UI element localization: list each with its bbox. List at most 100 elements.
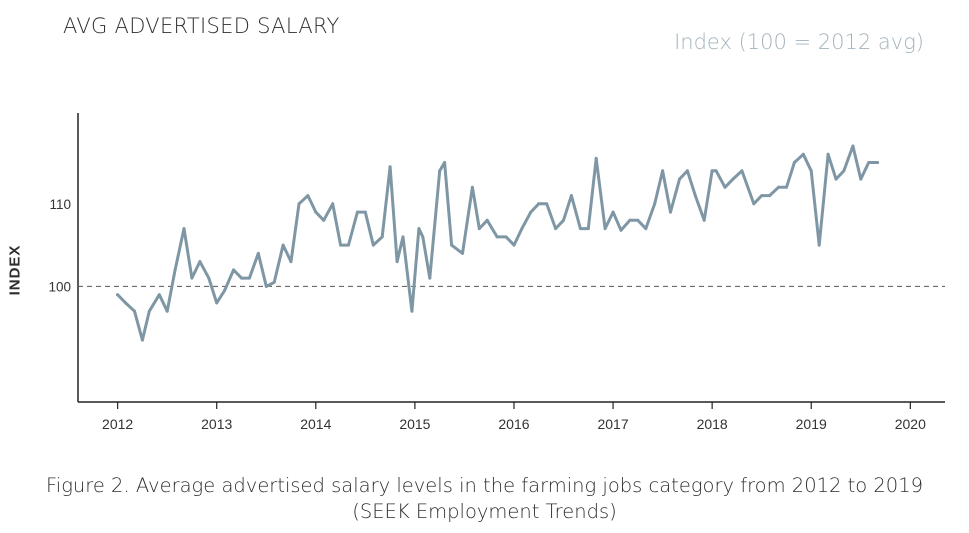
data-point xyxy=(760,194,764,198)
data-point xyxy=(826,152,830,156)
data-point xyxy=(644,227,648,231)
data-point xyxy=(817,243,821,247)
data-point xyxy=(331,202,335,206)
data-point xyxy=(470,185,474,189)
data-point xyxy=(140,338,144,342)
data-point xyxy=(281,243,285,247)
data-point xyxy=(124,301,128,305)
data-point xyxy=(834,177,838,181)
x-tick-label: 2013 xyxy=(201,416,232,432)
data-point xyxy=(410,309,414,313)
data-point xyxy=(240,276,243,280)
data-point xyxy=(529,210,533,214)
data-point xyxy=(401,235,405,239)
data-point xyxy=(752,202,756,206)
data-point xyxy=(809,169,813,173)
data-point xyxy=(702,218,706,222)
x-tick-label: 2012 xyxy=(102,416,133,432)
data-point xyxy=(157,293,161,297)
data-point xyxy=(485,218,489,222)
data-point xyxy=(740,169,744,173)
data-point xyxy=(314,210,318,214)
data-point xyxy=(851,144,855,148)
series-group xyxy=(116,144,880,342)
chart-subtitle: Index (100 = 2012 avg) xyxy=(674,30,924,54)
data-point xyxy=(801,152,805,156)
data-point xyxy=(232,268,236,272)
x-tick-label: 2019 xyxy=(796,416,827,432)
data-point xyxy=(520,227,524,231)
x-axis-ticks: 2012 2013 2014 2015 2016 2017 2018 2019 2020 xyxy=(102,402,926,432)
data-point xyxy=(710,169,714,173)
data-point xyxy=(842,169,846,173)
data-point xyxy=(306,194,310,198)
data-point xyxy=(603,227,607,231)
data-point xyxy=(355,210,359,214)
data-point xyxy=(723,185,727,189)
data-point xyxy=(322,218,326,222)
data-point xyxy=(223,289,227,292)
data-point xyxy=(661,169,665,173)
data-point xyxy=(450,243,454,247)
data-point xyxy=(417,227,421,231)
data-point xyxy=(461,251,464,255)
data-point xyxy=(653,202,657,206)
data-point xyxy=(768,194,772,198)
data-point xyxy=(586,227,590,231)
data-point xyxy=(495,235,499,239)
x-tick-label: 2015 xyxy=(399,416,430,432)
data-point xyxy=(116,293,120,297)
data-point xyxy=(876,161,880,164)
x-tick-label: 2016 xyxy=(498,416,529,432)
data-point xyxy=(504,235,508,239)
data-point xyxy=(421,235,425,239)
data-point xyxy=(147,309,151,313)
data-point xyxy=(182,227,186,231)
data-point xyxy=(297,202,301,206)
data-point xyxy=(272,280,276,284)
data-point xyxy=(371,243,375,247)
data-point xyxy=(669,210,672,214)
chart-title: AVG ADVERTISED SALARY xyxy=(63,14,340,38)
line-chart: 2012 2013 2014 2015 2016 2017 2018 2019 2020 100… xyxy=(48,113,945,432)
data-point xyxy=(443,161,447,164)
data-point xyxy=(785,185,788,189)
data-point xyxy=(569,194,573,198)
data-point xyxy=(215,301,219,305)
y-axis-ticks: 100 110 xyxy=(48,197,71,295)
data-point xyxy=(859,177,863,181)
x-tick-label: 2020 xyxy=(895,416,926,432)
data-point xyxy=(693,194,697,198)
data-point xyxy=(792,161,796,164)
data-point xyxy=(190,276,194,280)
data-point xyxy=(264,284,268,288)
data-point xyxy=(714,169,718,173)
chart-axes xyxy=(77,113,945,403)
data-point xyxy=(395,260,399,264)
caption-line-2: (SEEK Employment Trends) xyxy=(352,500,617,523)
y-tick-label: 110 xyxy=(49,197,71,212)
data-point xyxy=(619,228,623,232)
x-tick-label: 2017 xyxy=(597,416,628,432)
data-point xyxy=(438,169,442,173)
data-point xyxy=(628,218,632,222)
data-point xyxy=(777,185,780,189)
salary-index-line xyxy=(116,144,880,342)
data-point xyxy=(731,177,735,181)
data-point xyxy=(165,309,169,313)
data-point xyxy=(133,309,136,313)
data-point xyxy=(247,276,251,280)
data-point xyxy=(562,218,565,222)
data-point xyxy=(512,243,516,247)
data-point xyxy=(363,210,367,214)
data-point xyxy=(207,276,211,280)
data-point xyxy=(198,260,202,264)
data-point xyxy=(678,177,681,181)
data-point xyxy=(477,227,481,231)
data-point xyxy=(339,243,343,247)
data-point xyxy=(578,227,582,231)
data-point xyxy=(256,251,260,255)
data-point xyxy=(636,218,640,222)
data-point xyxy=(428,276,432,280)
figure-caption: Figure 2. Average advertised salary leve… xyxy=(0,473,969,525)
